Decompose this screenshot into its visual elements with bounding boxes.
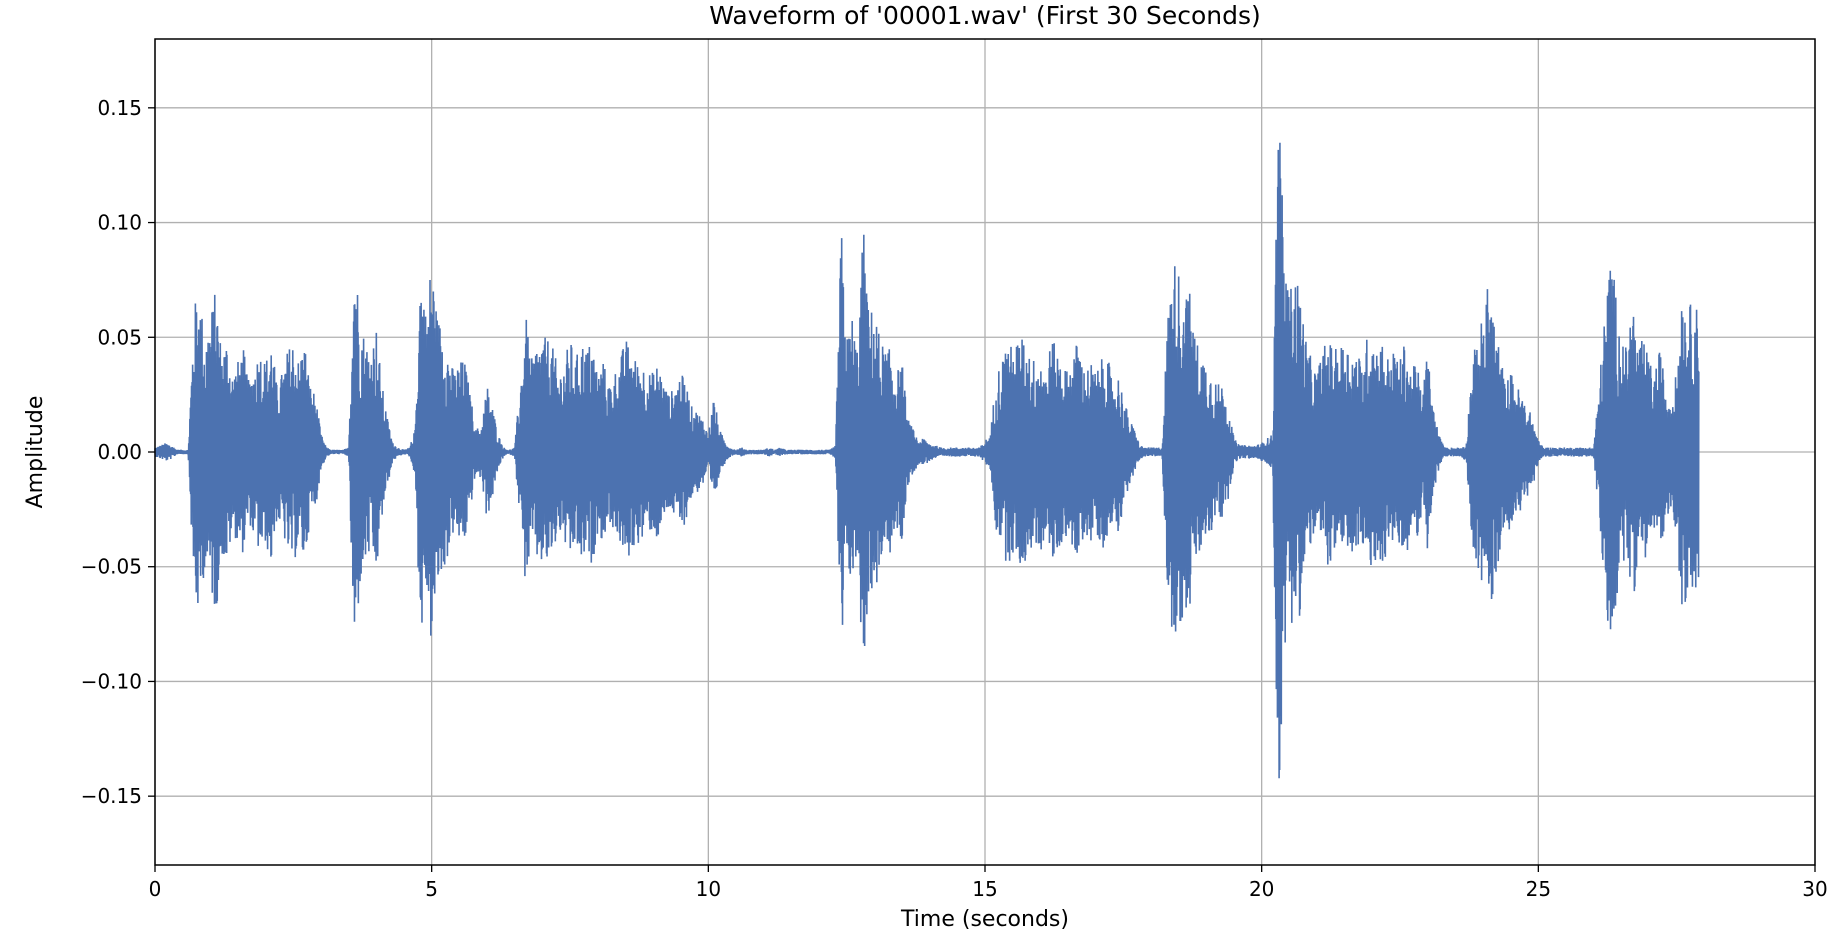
y-tick-label: −0.15: [81, 784, 142, 808]
x-tick-label: 25: [1526, 877, 1551, 901]
x-tick-label: 0: [149, 877, 162, 901]
x-tick-label: 30: [1802, 877, 1827, 901]
x-axis-label: Time (seconds): [900, 907, 1069, 932]
y-tick-label: 0.15: [97, 96, 142, 120]
y-tick-label: −0.10: [81, 669, 142, 693]
y-tick-label: 0.10: [97, 211, 142, 235]
chart-title: Waveform of '00001.wav' (First 30 Second…: [709, 1, 1260, 30]
x-tick-label: 15: [972, 877, 997, 901]
y-axis-label: Amplitude: [23, 396, 48, 509]
x-tick-label: 20: [1249, 877, 1274, 901]
axis-ticks: 0 5 10 15 20 25 30 0.15 0.10 0.05 0.00 −0.05 −0.10 −0…: [81, 96, 1828, 901]
y-tick-label: 0.05: [97, 325, 142, 349]
waveform-line: [154, 142, 1700, 779]
waveform-series: [154, 142, 1700, 779]
y-tick-label: −0.05: [81, 555, 142, 579]
x-tick-label: 5: [425, 877, 438, 901]
y-tick-label: 0.00: [97, 440, 142, 464]
x-tick-label: 10: [696, 877, 721, 901]
